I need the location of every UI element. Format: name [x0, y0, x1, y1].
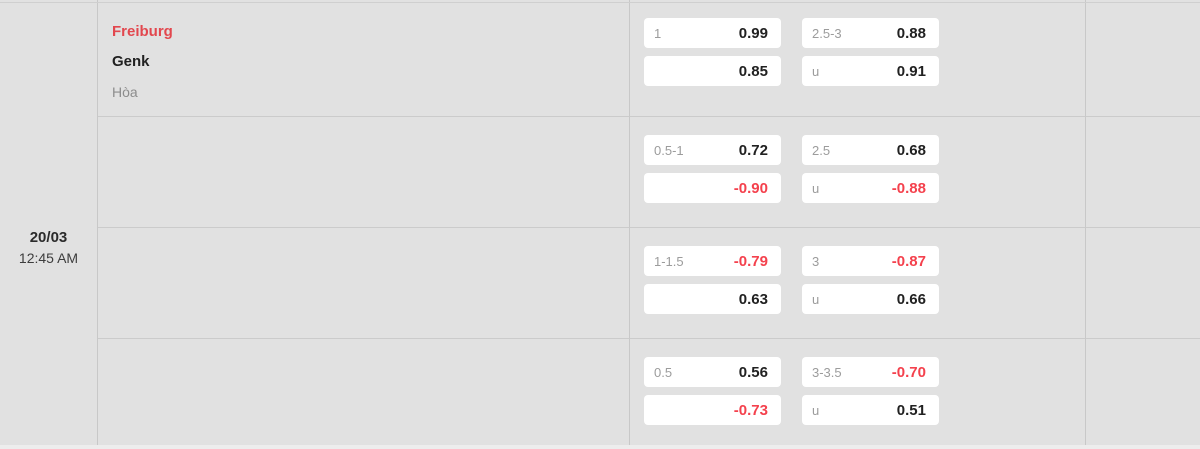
- under-label: u: [812, 63, 820, 79]
- teams-cell-empty-row4: [98, 339, 630, 445]
- over-odds-value: 0.68: [896, 141, 926, 159]
- under-odds-box[interactable]: u 0.91: [802, 56, 939, 86]
- odds-cell-row3: 1-1.5 -0.79 0.63 3 -0.87 u 0.66: [630, 228, 1086, 339]
- total-line-label: 3: [812, 253, 820, 269]
- total-line-label: 2.5-3: [812, 25, 842, 41]
- away-team-name[interactable]: Genk: [112, 53, 150, 70]
- under-odds-box[interactable]: u 0.51: [802, 395, 939, 425]
- handicap-home-odds-value: 0.99: [738, 24, 768, 42]
- total-odds-group: 2.5-3 0.88 u 0.91: [802, 18, 939, 86]
- under-odds-value: 0.66: [896, 290, 926, 308]
- handicap-home-odds-box[interactable]: 0.5-1 0.72: [644, 135, 781, 165]
- over-odds-box[interactable]: 3-3.5 -0.70: [802, 357, 939, 387]
- handicap-away-odds-value: 0.63: [738, 290, 768, 308]
- total-line-label: 3-3.5: [812, 364, 842, 380]
- handicap-away-odds-box[interactable]: 0.85: [644, 56, 781, 86]
- handicap-away-odds-box[interactable]: -0.73: [644, 395, 781, 425]
- extra-cell-row1: [1086, 0, 1200, 117]
- home-team-name[interactable]: Freiburg: [112, 23, 173, 40]
- handicap-away-odds-box[interactable]: -0.90: [644, 173, 781, 203]
- handicap-line-label: 1: [654, 25, 662, 41]
- handicap-away-odds-box[interactable]: 0.63: [644, 284, 781, 314]
- under-label: u: [812, 402, 820, 418]
- handicap-home-odds-value: 0.72: [738, 141, 768, 159]
- handicap-home-odds-value: -0.79: [733, 252, 768, 270]
- odds-cell-row4: 0.5 0.56 -0.73 3-3.5 -0.70 u 0.51: [630, 339, 1086, 445]
- match-time: 12:45 AM: [18, 250, 79, 266]
- under-odds-box[interactable]: u -0.88: [802, 173, 939, 203]
- handicap-odds-group: 1 0.99 0.85: [644, 18, 781, 86]
- handicap-away-odds-value: 0.85: [738, 62, 768, 80]
- over-odds-value: -0.70: [891, 363, 926, 381]
- date-time-block: 20/03 12:45 AM: [0, 228, 97, 268]
- teams-cell: Freiburg Genk Hòa: [98, 0, 630, 117]
- handicap-away-odds-value: -0.90: [733, 179, 768, 197]
- total-odds-group: 2.5 0.68 u -0.88: [802, 135, 939, 203]
- handicap-odds-group: 0.5 0.56 -0.73: [644, 357, 781, 425]
- under-odds-box[interactable]: u 0.66: [802, 284, 939, 314]
- match-date: 20/03: [29, 229, 68, 246]
- over-odds-value: -0.87: [891, 252, 926, 270]
- extra-cell-row3: [1086, 228, 1200, 339]
- over-odds-box[interactable]: 2.5 0.68: [802, 135, 939, 165]
- handicap-home-odds-box[interactable]: 0.5 0.56: [644, 357, 781, 387]
- match-date-cell: 20/03 12:45 AM: [0, 0, 98, 445]
- handicap-line-label: 1-1.5: [654, 253, 684, 269]
- teams-cell-empty-row3: [98, 228, 630, 339]
- handicap-home-odds-value: 0.56: [738, 363, 768, 381]
- teams-cell-empty-row2: [98, 117, 630, 228]
- odds-cell-row1: 1 0.99 0.85 2.5-3 0.88 u 0.91: [630, 0, 1086, 117]
- under-odds-value: 0.51: [896, 401, 926, 419]
- extra-cell-row4: [1086, 339, 1200, 445]
- handicap-line-label: 0.5: [654, 364, 673, 380]
- handicap-away-odds-value: -0.73: [733, 401, 768, 419]
- over-odds-box[interactable]: 2.5-3 0.88: [802, 18, 939, 48]
- total-odds-group: 3 -0.87 u 0.66: [802, 246, 939, 314]
- under-label: u: [812, 291, 820, 307]
- handicap-home-odds-box[interactable]: 1 0.99: [644, 18, 781, 48]
- under-label: u: [812, 180, 820, 196]
- table-top-divider: [0, 2, 1200, 3]
- handicap-line-label: 0.5-1: [654, 142, 684, 158]
- total-odds-group: 3-3.5 -0.70 u 0.51: [802, 357, 939, 425]
- handicap-odds-group: 0.5-1 0.72 -0.90: [644, 135, 781, 203]
- under-odds-value: -0.88: [891, 179, 926, 197]
- under-odds-value: 0.91: [896, 62, 926, 80]
- draw-label: Hòa: [112, 84, 138, 100]
- over-odds-value: 0.88: [896, 24, 926, 42]
- handicap-home-odds-box[interactable]: 1-1.5 -0.79: [644, 246, 781, 276]
- odds-cell-row2: 0.5-1 0.72 -0.90 2.5 0.68 u -0.88: [630, 117, 1086, 228]
- over-odds-box[interactable]: 3 -0.87: [802, 246, 939, 276]
- handicap-odds-group: 1-1.5 -0.79 0.63: [644, 246, 781, 314]
- extra-cell-row2: [1086, 117, 1200, 228]
- total-line-label: 2.5: [812, 142, 831, 158]
